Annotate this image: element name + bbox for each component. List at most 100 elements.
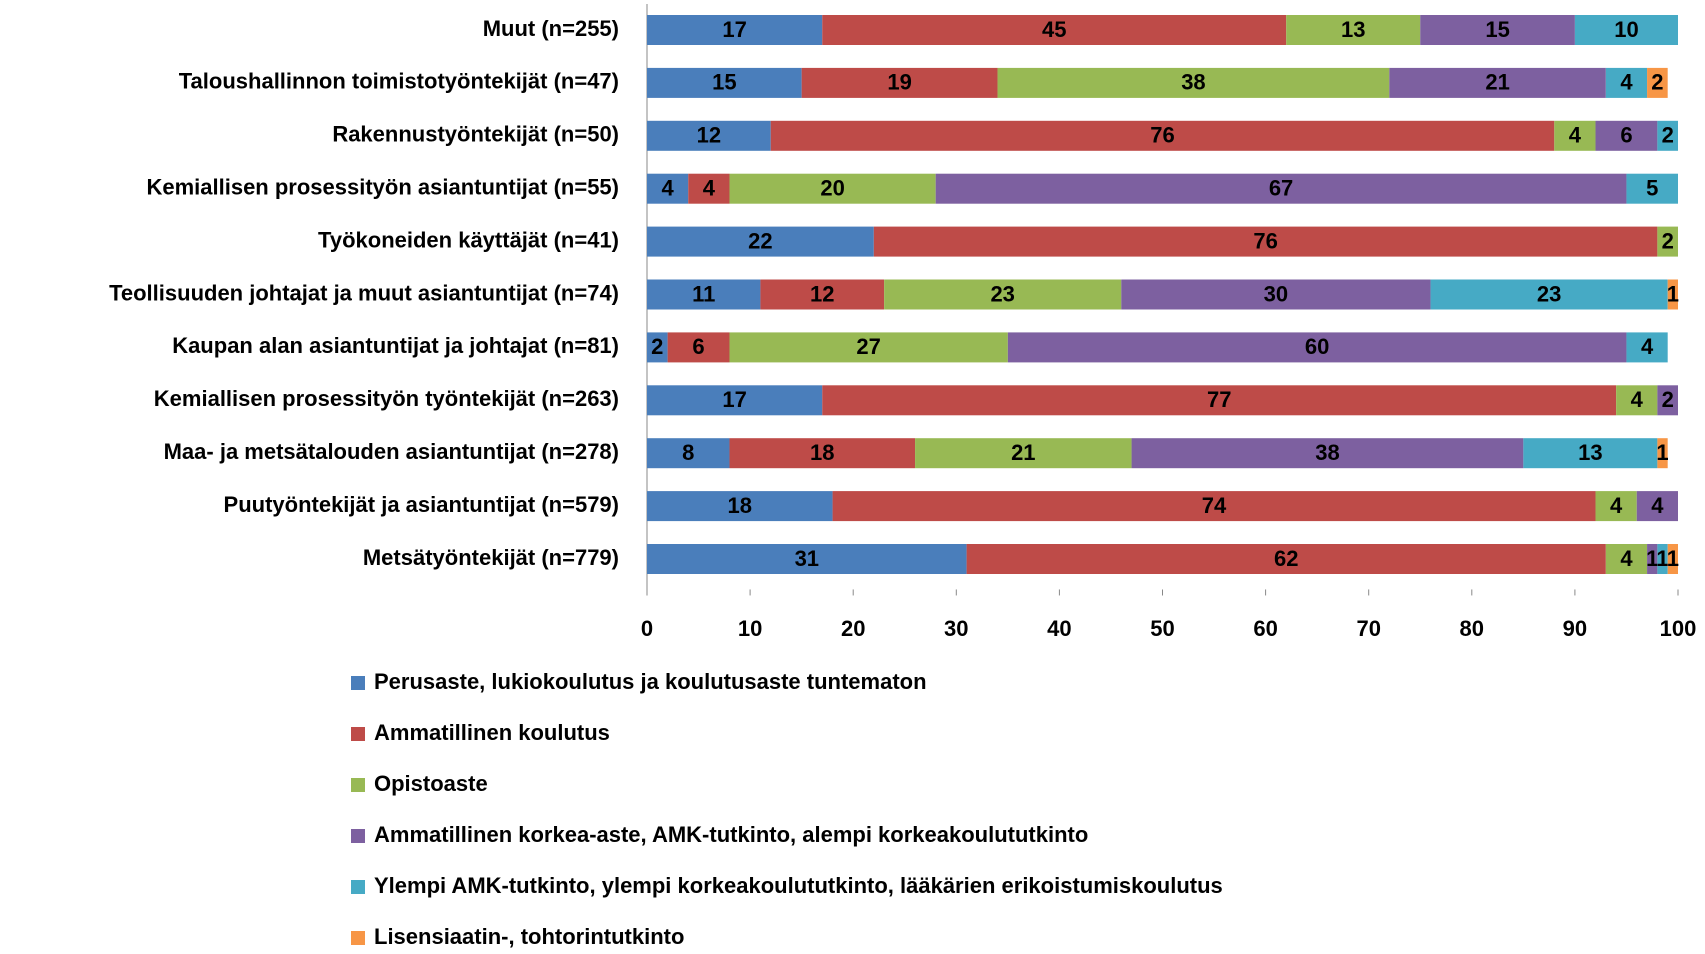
legend-label: Opistoaste [374, 771, 488, 796]
data-label: 4 [1651, 493, 1664, 518]
bar-segment [1131, 438, 1524, 469]
category-label: Rakennustyöntekijät (n=50) [332, 122, 619, 147]
data-label: 62 [1274, 546, 1298, 571]
bar-segment [822, 15, 1287, 45]
bar-segment [884, 279, 1122, 310]
legend-swatch [351, 727, 365, 741]
category-label: Kaupan alan asiantuntijat ja johtajat (n… [172, 333, 619, 358]
data-label: 17 [722, 17, 746, 42]
category-label: Työkoneiden käyttäjät (n=41) [318, 227, 619, 252]
category-label: Kemiallisen prosessityön asiantuntijat (… [146, 175, 619, 200]
data-label: 2 [1662, 228, 1674, 253]
data-label: 2 [651, 334, 663, 359]
bar-segment [647, 279, 761, 310]
bar-segment [1007, 332, 1627, 363]
data-label: 74 [1202, 493, 1227, 518]
bar-segment [1636, 491, 1678, 522]
bar-segment [647, 226, 874, 257]
bar-segment [1121, 279, 1431, 310]
x-tick-label: 20 [841, 616, 865, 641]
category-label: Kemiallisen prosessityön työntekijät (n=… [154, 386, 619, 411]
data-label: 1 [1656, 546, 1668, 571]
legend-label: Lisensiaatin-, tohtorintutkinto [374, 924, 684, 949]
data-label: 13 [1578, 440, 1602, 465]
x-tick-label: 60 [1253, 616, 1277, 641]
legend-label: Ammatillinen koulutus [374, 720, 610, 745]
data-label: 15 [1485, 17, 1509, 42]
legend-swatch [351, 931, 365, 945]
data-label: 13 [1341, 17, 1365, 42]
data-label: 31 [795, 546, 819, 571]
bar-segment [935, 173, 1627, 204]
bar-segment [1616, 385, 1658, 416]
legend-swatch [351, 880, 365, 894]
data-label: 23 [990, 281, 1014, 306]
bar-segment [1523, 438, 1658, 469]
bar-segment [729, 438, 916, 469]
data-label: 4 [1641, 334, 1654, 359]
data-label: 30 [1264, 281, 1288, 306]
bar-segment [667, 332, 730, 363]
data-label: 6 [1620, 123, 1632, 148]
bar-segment [1647, 67, 1668, 98]
bar-segment [1657, 385, 1678, 416]
data-label: 12 [810, 281, 834, 306]
data-label: 1 [1667, 546, 1679, 571]
x-tick-label: 10 [738, 616, 762, 641]
data-label: 67 [1269, 176, 1293, 201]
data-label: 18 [728, 493, 752, 518]
bar-segment [915, 438, 1132, 469]
data-label: 76 [1150, 123, 1174, 148]
data-label: 1 [1646, 546, 1658, 571]
bar-segment [647, 544, 967, 574]
bar-segment [760, 279, 885, 310]
bar-segment [647, 15, 823, 45]
data-label: 22 [748, 228, 772, 253]
bar-segment [647, 385, 823, 416]
data-label: 77 [1207, 387, 1231, 412]
x-tick-label: 40 [1047, 616, 1071, 641]
data-label: 10 [1614, 17, 1638, 42]
data-label: 27 [856, 334, 880, 359]
data-label: 4 [661, 176, 674, 201]
bar-segment [1647, 544, 1658, 574]
bar-segment [997, 67, 1390, 98]
bar-segment [688, 173, 730, 204]
x-tick-label: 30 [944, 616, 968, 641]
bar-segment [1574, 15, 1678, 45]
data-label: 6 [692, 334, 704, 359]
bar-segment [647, 438, 730, 469]
category-label: Muut (n=255) [483, 16, 619, 41]
bar-segment [1667, 544, 1678, 574]
data-label: 15 [712, 70, 736, 95]
data-label: 5 [1646, 176, 1658, 201]
bar-segment [647, 120, 771, 151]
legend-label: Ammatillinen korkea-aste, AMK-tutkinto, … [374, 822, 1088, 847]
x-tick-label: 70 [1356, 616, 1380, 641]
category-label: Maa- ja metsätalouden asiantuntijat (n=2… [164, 439, 619, 464]
data-label: 1 [1656, 440, 1668, 465]
data-label: 20 [820, 176, 844, 201]
bar-segment [1657, 544, 1668, 574]
bar-segment [1657, 226, 1678, 257]
legend-swatch [351, 676, 365, 690]
bar-segment [1657, 120, 1678, 151]
x-tick-label: 0 [641, 616, 653, 641]
category-label: Taloushallinnon toimistotyöntekijät (n=4… [179, 69, 619, 94]
data-label: 4 [1569, 123, 1582, 148]
data-label: 8 [682, 440, 694, 465]
x-tick-label: 80 [1460, 616, 1484, 641]
category-label: Metsätyöntekijät (n=779) [363, 545, 619, 570]
data-label: 21 [1485, 70, 1509, 95]
data-label: 38 [1315, 440, 1339, 465]
data-label: 21 [1011, 440, 1035, 465]
data-label: 2 [1662, 123, 1674, 148]
bar-segment [1657, 438, 1668, 469]
bar-segment [647, 173, 689, 204]
data-label: 11 [692, 281, 715, 306]
bar-segment [1595, 120, 1658, 151]
data-label: 2 [1651, 70, 1663, 95]
bar-segment [1605, 67, 1648, 98]
data-label: 60 [1305, 334, 1329, 359]
data-label: 45 [1042, 17, 1066, 42]
